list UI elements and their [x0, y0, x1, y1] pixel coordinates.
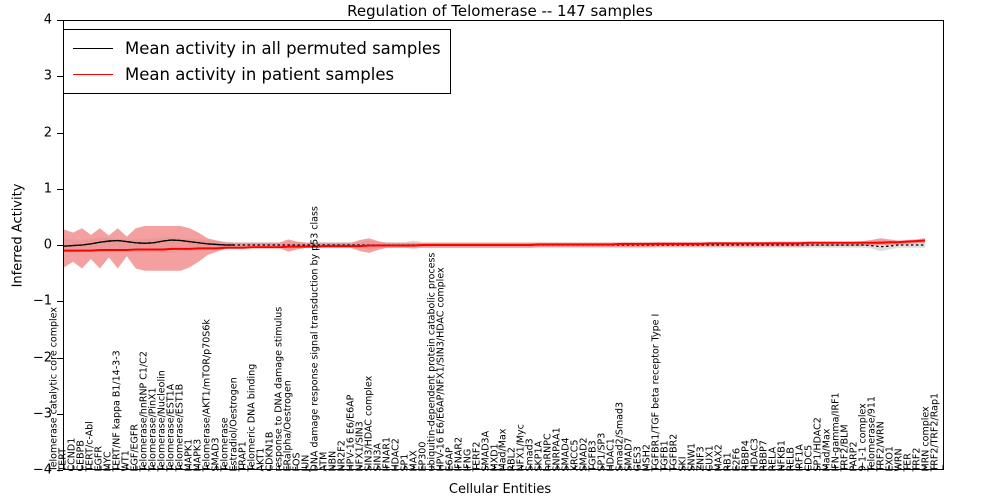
y-tick-label: −2: [32, 350, 52, 365]
y-tick-mark: [57, 245, 63, 246]
y-tick-mark: [57, 188, 63, 190]
legend-entry-patient: Mean activity in patient samples: [73, 61, 441, 87]
x-axis-label: Cellular Entities: [448, 482, 552, 497]
patient-mean-line: [64, 239, 926, 252]
plot-area: [63, 20, 944, 470]
y-tick-label: −3: [32, 406, 52, 422]
legend-label-permuted: Mean activity in all permuted samples: [125, 38, 441, 58]
x-tick-label: TRF2/TRF2/Rap1: [929, 392, 941, 471]
y-tick-label: 1: [43, 181, 52, 197]
chart-legend: Mean activity in all permuted samples Me…: [63, 29, 451, 94]
y-tick-label: 3: [43, 68, 52, 84]
legend-swatch-permuted: [73, 47, 113, 49]
y-axis-label: Inferred Activity: [10, 183, 26, 288]
y-tick-label: 2: [43, 125, 52, 140]
permuted-mean-solid-overlay: [64, 239, 235, 247]
chart-title: Regulation of Telomerase -- 147 samples: [347, 2, 653, 20]
x-axis-tick-marks: [64, 465, 943, 469]
y-tick-label: −4: [32, 462, 52, 478]
y-tick-mark: [57, 301, 63, 303]
y-tick-mark: [57, 132, 63, 134]
legend-label-patient: Mean activity in patient samples: [125, 64, 395, 84]
y-tick-label: −1: [32, 293, 52, 309]
y-tick-label: 0: [43, 237, 52, 253]
x-tick-label: HPV-16 E6/E6AP/NFX1/SIN3/HDAC complex: [435, 266, 447, 471]
y-tick-mark: [57, 470, 63, 471]
legend-swatch-patient: [73, 73, 113, 75]
y-tick-mark: [57, 413, 63, 415]
y-tick-mark: [57, 20, 63, 21]
patient-spread-band: [64, 225, 926, 271]
x-tick-label: Telomerase catalytic core complex: [48, 306, 60, 471]
y-tick-mark: [57, 76, 63, 78]
y-tick-mark: [57, 357, 63, 359]
x-tick-label: DNA damage response signal transduction …: [309, 205, 321, 471]
permuted-mean-line: [64, 239, 926, 248]
legend-entry-permuted: Mean activity in all permuted samples: [73, 35, 441, 61]
y-tick-label: 4: [43, 12, 52, 28]
chart-canvas: [64, 225, 943, 469]
